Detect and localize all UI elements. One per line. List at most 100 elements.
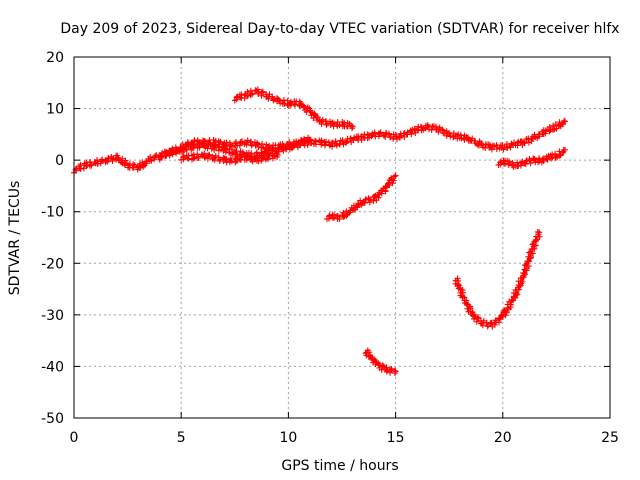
data-point [306, 136, 313, 143]
data-point [269, 144, 276, 151]
data-point [206, 152, 213, 159]
x-tick-label: 20 [494, 430, 512, 446]
data-point [522, 271, 529, 278]
data-point [226, 139, 233, 146]
data-point [552, 150, 559, 157]
data-point [505, 158, 512, 165]
data-point [195, 154, 202, 161]
data-point [517, 278, 524, 285]
data-point [391, 173, 398, 180]
data-point [259, 89, 266, 96]
data-point [196, 144, 203, 151]
data-point [336, 122, 343, 129]
data-point [473, 318, 480, 325]
data-point [183, 143, 190, 150]
data-point [207, 140, 214, 147]
series-late-branch [495, 146, 568, 171]
data-point [424, 122, 431, 129]
data-point [236, 142, 243, 149]
data-point [287, 102, 294, 109]
y-tick-label: -20 [41, 256, 64, 272]
x-tick-label: 5 [177, 430, 186, 446]
data-point [329, 214, 336, 221]
data-point [426, 126, 433, 133]
data-point [346, 209, 353, 216]
data-point [336, 216, 343, 223]
data-point [290, 142, 297, 149]
y-axis-label: SDTVAR / TECUs [7, 181, 23, 296]
series-arc-mid [323, 172, 399, 223]
data-point [486, 141, 493, 148]
data-point [378, 190, 385, 197]
data-point [97, 160, 104, 167]
data-point [383, 368, 390, 375]
data-point [471, 137, 478, 144]
data-point [516, 283, 523, 290]
data-point [556, 122, 563, 129]
data-point [136, 165, 143, 172]
data-point [357, 133, 364, 140]
chart-title: Day 209 of 2023, Sidereal Day-to-day VTE… [60, 21, 619, 37]
data-point [513, 286, 520, 293]
data-point [169, 145, 176, 152]
data-point [366, 351, 373, 358]
data-point [331, 211, 338, 218]
data-point [478, 140, 485, 147]
data-point [514, 140, 521, 147]
data-point [377, 129, 384, 136]
data-point [190, 141, 197, 148]
data-point [280, 97, 287, 104]
data-point [536, 229, 543, 236]
data-point [326, 215, 333, 222]
x-axis-label: GPS time / hours [281, 458, 398, 474]
data-point [99, 156, 106, 163]
data-point [383, 184, 390, 191]
data-point [248, 150, 255, 157]
data-point [88, 162, 95, 169]
data-point [233, 96, 240, 103]
data-point [158, 154, 165, 161]
data-point [353, 204, 360, 211]
data-point [457, 131, 464, 138]
data-point [201, 154, 208, 161]
data-point [380, 363, 387, 370]
data-point [535, 133, 542, 140]
data-point [349, 123, 356, 130]
data-point [455, 285, 462, 292]
data-point [561, 118, 568, 125]
data-point [139, 159, 146, 166]
data-point [300, 102, 307, 109]
y-tick-label: -10 [41, 205, 64, 221]
data-point [196, 139, 203, 146]
data-point [461, 297, 468, 304]
data-point [544, 156, 551, 163]
data-point [508, 298, 515, 305]
data-point [109, 155, 116, 162]
series-arc-high [231, 86, 356, 132]
data-point [258, 157, 265, 164]
data-point [520, 139, 527, 146]
data-point [329, 139, 336, 146]
data-point [531, 245, 538, 252]
data-point [517, 162, 524, 169]
data-point [375, 360, 382, 367]
data-point [467, 308, 474, 315]
data-point [507, 301, 514, 308]
data-point [385, 130, 392, 137]
data-point [550, 122, 557, 129]
plot-frame [73, 56, 611, 419]
data-point [326, 212, 333, 219]
data-point [414, 126, 421, 133]
data-point [496, 316, 503, 323]
data-point [148, 157, 155, 164]
data-point [375, 133, 382, 140]
data-point [184, 155, 191, 162]
data-point [247, 154, 254, 161]
data-point [325, 139, 332, 146]
data-point [229, 150, 236, 157]
data-point [174, 147, 181, 154]
data-point [334, 212, 341, 219]
y-tick-label: 0 [55, 153, 64, 169]
axis-ticks: 0 5 10 15 20 25 -50 -40 -30 -20 -10 0 10 20 [41, 50, 619, 446]
data-point [435, 128, 442, 135]
